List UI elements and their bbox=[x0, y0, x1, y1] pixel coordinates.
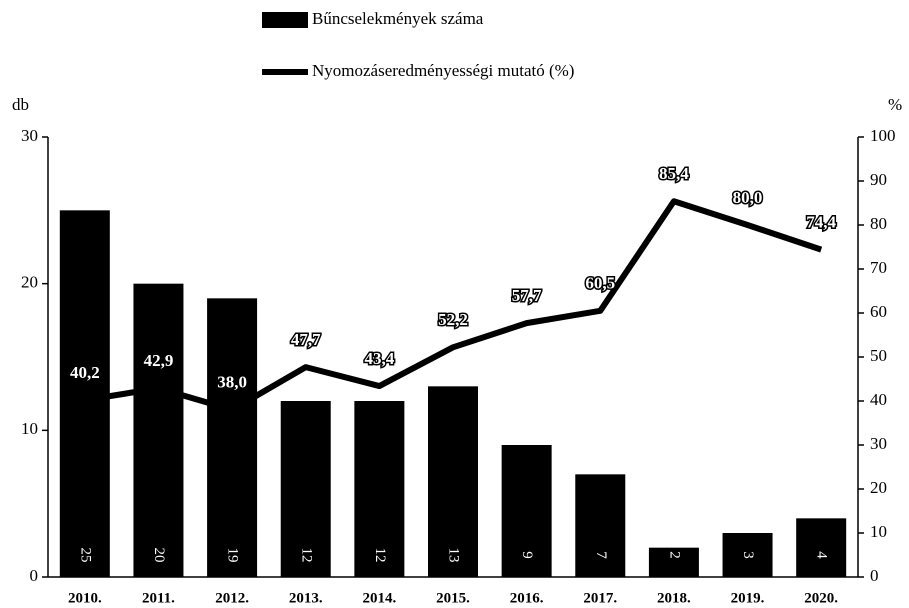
y-tick-label: 0 bbox=[30, 566, 39, 585]
x-tick-label: 2019. bbox=[731, 590, 765, 606]
y2-tick-label: 60 bbox=[870, 302, 887, 321]
bar-value-label: 9 bbox=[519, 551, 535, 559]
line bbox=[84, 198, 823, 413]
line-value-label: 80,0 bbox=[733, 188, 763, 207]
y2-tick-label: 50 bbox=[870, 346, 887, 365]
bar-value-label: 12 bbox=[372, 548, 388, 563]
bar-value-label: 7 bbox=[593, 551, 609, 559]
bar-value-label: 12 bbox=[298, 548, 314, 563]
y-tick-label: 10 bbox=[21, 419, 38, 438]
x-tick-label: 2014. bbox=[362, 590, 396, 606]
y2-tick-label: 40 bbox=[870, 390, 887, 409]
line-value-label: 43,4 bbox=[364, 349, 394, 368]
y2-tick-label: 90 bbox=[870, 170, 887, 189]
bar bbox=[722, 533, 773, 577]
line-value-label: 52,2 bbox=[438, 310, 468, 329]
y-axis-label: db bbox=[12, 95, 29, 114]
bar-value-label: 2 bbox=[666, 551, 682, 559]
x-tick-label: 2010. bbox=[68, 590, 102, 606]
x-tick-label: 2018. bbox=[657, 590, 691, 606]
y2-tick-label: 70 bbox=[870, 258, 887, 277]
bar bbox=[280, 401, 331, 577]
bar bbox=[796, 518, 847, 577]
y2-tick-label: 100 bbox=[870, 126, 896, 145]
bar-value-label: 4 bbox=[814, 551, 830, 559]
line-value-label: 47,7 bbox=[291, 330, 321, 349]
bar bbox=[501, 445, 552, 577]
x-tick-label: 2017. bbox=[583, 590, 617, 606]
x-tick-label: 2011. bbox=[142, 590, 175, 606]
bar bbox=[59, 210, 110, 578]
bar bbox=[354, 401, 405, 577]
bar bbox=[575, 474, 626, 577]
x-tick-label: 2020. bbox=[804, 590, 838, 606]
y2-tick-label: 30 bbox=[870, 434, 887, 453]
bar-value-label: 13 bbox=[446, 548, 462, 563]
y2-axis-label: % bbox=[888, 95, 902, 114]
bar-value-label: 25 bbox=[77, 548, 93, 563]
line-value-label: 85,4 bbox=[659, 164, 689, 183]
line-value-label: 60,5 bbox=[585, 274, 615, 293]
y-tick-label: 20 bbox=[21, 273, 38, 292]
bar bbox=[648, 547, 699, 577]
line-value-label: 57,7 bbox=[512, 286, 542, 305]
y2-tick-label: 0 bbox=[870, 566, 879, 585]
y2-tick-label: 80 bbox=[870, 214, 887, 233]
y2-tick-label: 10 bbox=[870, 522, 887, 541]
bar-value-label: 3 bbox=[740, 551, 756, 559]
line-value-label: 74,4 bbox=[806, 213, 836, 232]
line-value-label: 38,0 bbox=[217, 373, 247, 392]
bar-value-label: 19 bbox=[225, 548, 241, 563]
legend-label: Bűncselekmények száma bbox=[312, 9, 484, 28]
line-value-label: 42,9 bbox=[144, 351, 174, 370]
y-tick-label: 30 bbox=[21, 126, 38, 145]
y2-tick-label: 20 bbox=[870, 478, 887, 497]
bar bbox=[133, 283, 184, 577]
x-tick-label: 2016. bbox=[510, 590, 544, 606]
line-value-label: 40,2 bbox=[70, 363, 100, 382]
bar bbox=[207, 298, 258, 577]
legend-swatch bbox=[262, 12, 308, 28]
legend-label: Nyomozáseredményességi mutató (%) bbox=[312, 61, 574, 80]
bar bbox=[428, 386, 478, 577]
x-tick-label: 2012. bbox=[215, 590, 249, 606]
x-tick-label: 2013. bbox=[289, 590, 323, 606]
x-tick-label: 2015. bbox=[436, 590, 470, 606]
bar-value-label: 20 bbox=[151, 548, 167, 563]
